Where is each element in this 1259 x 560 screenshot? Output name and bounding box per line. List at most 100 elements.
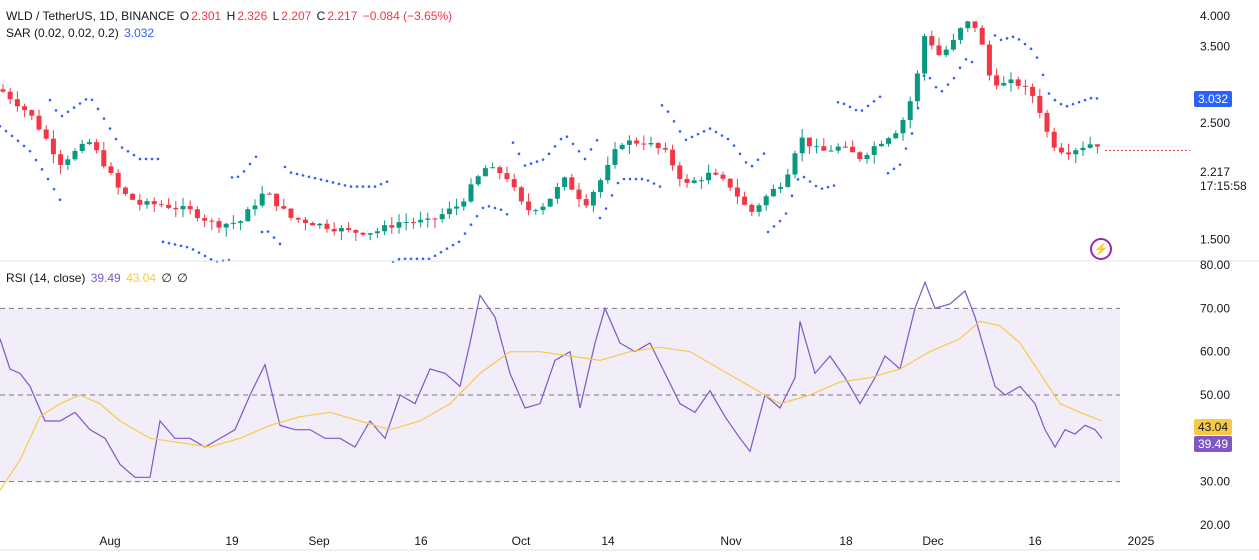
sar-dot [197,251,201,254]
rsi-line [0,280,1103,478]
sar-dot [1041,73,1045,77]
candle-body [893,133,899,139]
sar-dot [10,134,14,138]
candle-body [684,178,690,183]
sar-dot [766,230,770,234]
sar-label: SAR (0.02, 0.02, 0.2) [6,26,119,40]
sar-dot [242,170,246,173]
sar-dot [367,185,371,188]
sar-dot [702,130,706,133]
candle-body [763,196,769,206]
sar-dot [577,149,581,153]
sar-dot [343,184,347,187]
sar-dot [714,130,718,134]
candle-body [792,153,798,175]
candle-body [310,223,316,226]
candle-body [288,208,294,218]
sar-dot [535,160,539,163]
candle-body [1030,86,1036,96]
sar-dot [161,240,165,244]
sar-dot [750,164,754,168]
candle-body [338,228,344,232]
sar-dot [505,212,509,216]
sar-dot [355,185,359,188]
candle-body [29,110,35,116]
sar-dot [886,171,890,175]
sar-dot [970,60,974,64]
rsi-axis-tick: 30.00 [1200,475,1230,489]
open-value: 2.301 [191,9,222,23]
candle-body [194,209,200,219]
sar-dot [493,206,497,210]
sar-dot [616,181,620,185]
candle-body [756,205,762,212]
sar-dot [185,245,189,249]
sar-dot [598,216,602,220]
sar-dot [802,175,806,179]
candle-body [468,184,474,202]
sar-dot [78,102,82,105]
candle-body [806,137,812,147]
time-axis-tick: 14 [601,534,615,548]
sar-dot [756,158,760,162]
candle-body [281,206,287,209]
candle-body [58,154,64,165]
sar-dot [784,212,788,215]
candle-body [662,148,668,150]
sar-dot [173,243,177,246]
rsi-label: RSI (14, close) [6,271,86,285]
candle-body [245,209,251,222]
sar-dot [138,157,142,161]
rsi-extra-1: ∅ [161,271,172,285]
sar-dot [1071,102,1075,106]
time-axis-tick: 16 [414,534,428,548]
candle-body [641,143,647,145]
candle-body [1037,95,1043,113]
rsi-axis-tick: 70.00 [1200,301,1230,315]
sar-dot [439,250,443,254]
sar-dot [916,106,920,110]
price-axis-tick: 1.500 [1200,232,1230,246]
sar-dot [660,104,664,107]
change-value: −0.084 (−3.65%) [362,9,453,23]
sar-dot [120,146,124,149]
candle-body [353,230,359,233]
sar-dot [892,167,896,171]
sar-dot [278,242,282,246]
sar-dot [708,127,712,130]
sar-dot [156,157,160,161]
sar-dot [54,109,58,112]
candle-body [101,150,107,167]
sar-dot [254,155,258,159]
candle-body [223,223,229,228]
flash-icon[interactable]: ⚡ [1090,238,1112,260]
countdown-label: 17:15:58 [1200,179,1247,193]
sar-dot [307,175,311,179]
time-axis-tick: 18 [839,534,853,548]
sar-dot [373,185,377,188]
sar-dot [385,180,389,184]
rsi-badge: 39.49 [1194,436,1233,452]
price-legend: WLD / TetherUS, 1D, BINANCE O 2.301 H 2.32… [6,9,454,23]
sar-dot [658,185,662,188]
sar-dot [832,184,836,187]
candle-body [1058,147,1064,153]
candle-body [209,220,215,222]
candle-body [857,152,863,160]
sar-dot [1047,92,1051,95]
sar-dot [744,161,748,164]
candle-body [130,193,136,200]
candle-body [583,199,589,206]
candle-body [122,187,128,194]
sar-dot [283,165,287,169]
candle-body [374,231,380,234]
sar-dot [1059,102,1063,106]
candle-body [1051,131,1057,148]
sar-dot [433,254,437,258]
sar-dot [34,158,38,162]
sar-dot [666,110,670,113]
time-axis-tick: Dec [922,534,943,548]
sar-dot [60,114,64,118]
candle-body [166,204,172,208]
